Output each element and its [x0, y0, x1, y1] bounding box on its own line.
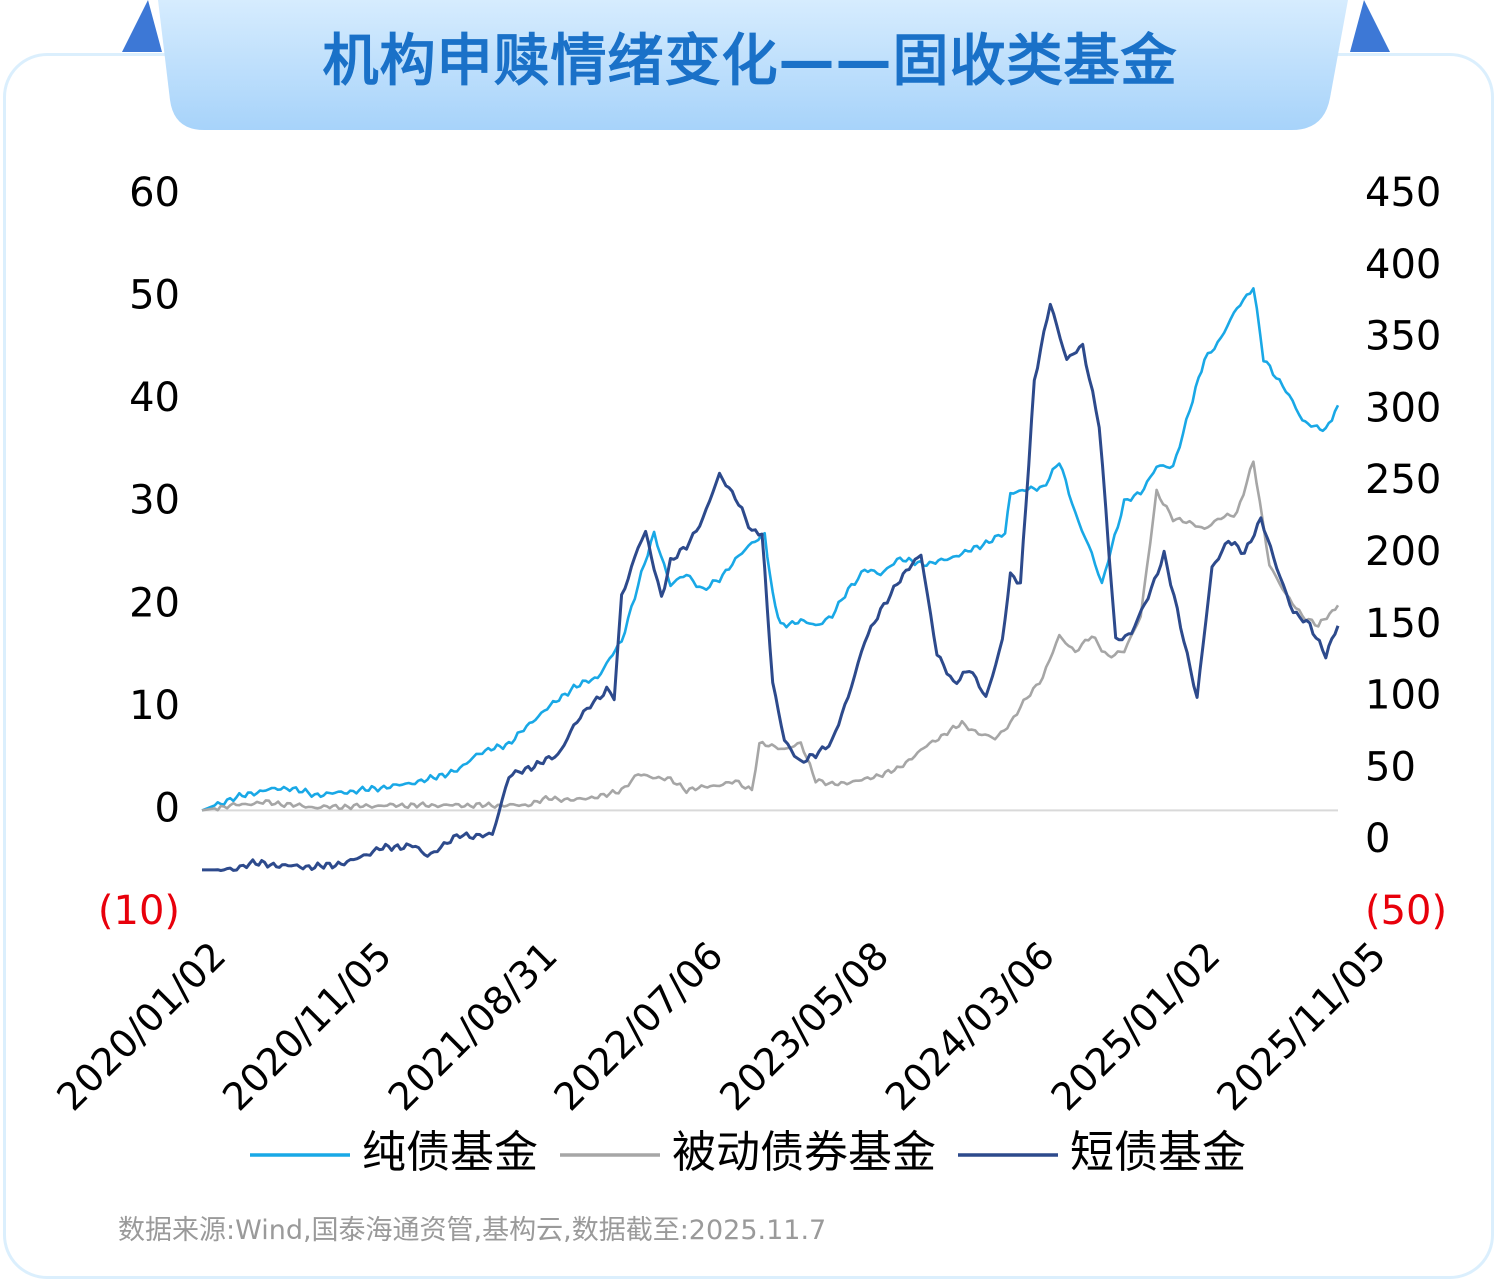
legend-label: 纯债基金 [362, 1127, 538, 1178]
x-tick-label: 2021/08/31 [380, 933, 566, 1119]
left-axis-min-label: (10) [98, 888, 180, 934]
right-tick-label: 350 [1365, 314, 1441, 360]
x-tick-label: 2022/07/06 [546, 933, 732, 1119]
x-axis-ticks: 2020/01/022020/11/052021/08/312022/07/06… [48, 933, 1394, 1119]
title-banner [158, 0, 1348, 130]
left-tick-label: 0 [155, 785, 180, 831]
title-right-wing [1350, 0, 1390, 52]
x-tick-label: 2023/05/08 [711, 933, 897, 1119]
series-layer [201, 287, 1340, 872]
x-tick-label: 2024/03/06 [877, 933, 1063, 1119]
right-tick-label: 450 [1365, 170, 1441, 216]
series-line-3 [202, 302, 1340, 872]
right-tick-label: 200 [1365, 529, 1441, 575]
left-tick-label: 30 [129, 478, 180, 524]
series-line-2 [201, 460, 1340, 812]
right-tick-label: 250 [1365, 457, 1441, 503]
left-tick-label: 40 [129, 375, 180, 421]
right-axis-ticks: 0 50 100 150 200 250 300 350 400 450 [1365, 170, 1441, 862]
left-tick-label: 60 [129, 170, 180, 216]
left-axis-ticks: 0 10 20 30 40 50 60 [129, 170, 180, 831]
right-axis-min-label: (50) [1365, 888, 1447, 934]
left-tick-label: 10 [129, 683, 180, 729]
x-tick-label: 2020/01/02 [48, 933, 234, 1119]
title-left-wing [122, 0, 162, 52]
right-tick-label: 150 [1365, 601, 1441, 647]
chart-title: 机构申赎情绪变化——固收类基金 [322, 29, 1178, 94]
legend-label: 被动债券基金 [672, 1127, 936, 1178]
x-tick-label: 2025/01/02 [1043, 933, 1229, 1119]
legend-label: 短债基金 [1070, 1127, 1246, 1178]
x-tick-label: 2025/11/05 [1208, 933, 1394, 1119]
chart-card [3, 53, 1494, 1279]
line-chart: 0 10 20 30 40 50 60 0 50 100 150 200 250 300 350 400 45… [48, 170, 1447, 1178]
source-note: 数据来源:Wind,国泰海通资管,基构云,数据截至:2025.11.7 [118, 1215, 827, 1246]
right-tick-label: 400 [1365, 242, 1441, 288]
right-tick-label: 100 [1365, 673, 1441, 719]
right-tick-label: 50 [1365, 744, 1416, 790]
left-tick-label: 20 [129, 580, 180, 626]
right-tick-label: 0 [1365, 816, 1390, 862]
legend: 纯债基金 被动债券基金 短债基金 [250, 1127, 1246, 1178]
right-tick-label: 300 [1365, 385, 1441, 431]
x-tick-label: 2020/11/05 [214, 933, 400, 1119]
left-tick-label: 50 [129, 273, 180, 319]
series-line-1 [201, 287, 1340, 812]
